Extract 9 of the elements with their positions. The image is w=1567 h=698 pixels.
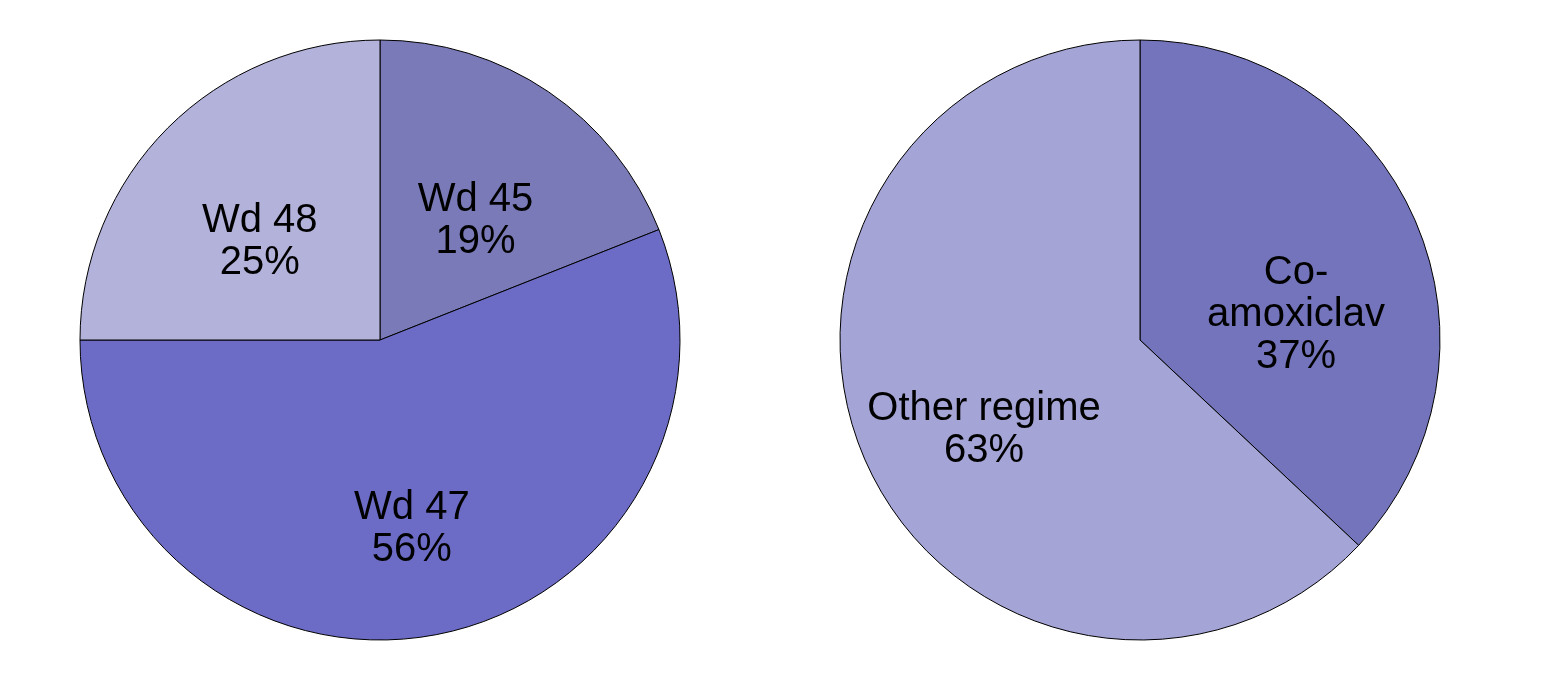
data-label: 25% <box>219 237 300 282</box>
data-label: 19% <box>435 217 516 262</box>
slice-label: Wd 47 <box>354 482 470 527</box>
data-label: 56% <box>371 524 452 569</box>
slice-label: Wd 48 <box>201 195 318 240</box>
data-label: 37% <box>1255 332 1337 377</box>
slice-label: Wd 45 <box>417 175 534 220</box>
slice-label: Other regime <box>867 383 1101 428</box>
slice-label: Co-amoxiclav <box>1207 248 1385 335</box>
